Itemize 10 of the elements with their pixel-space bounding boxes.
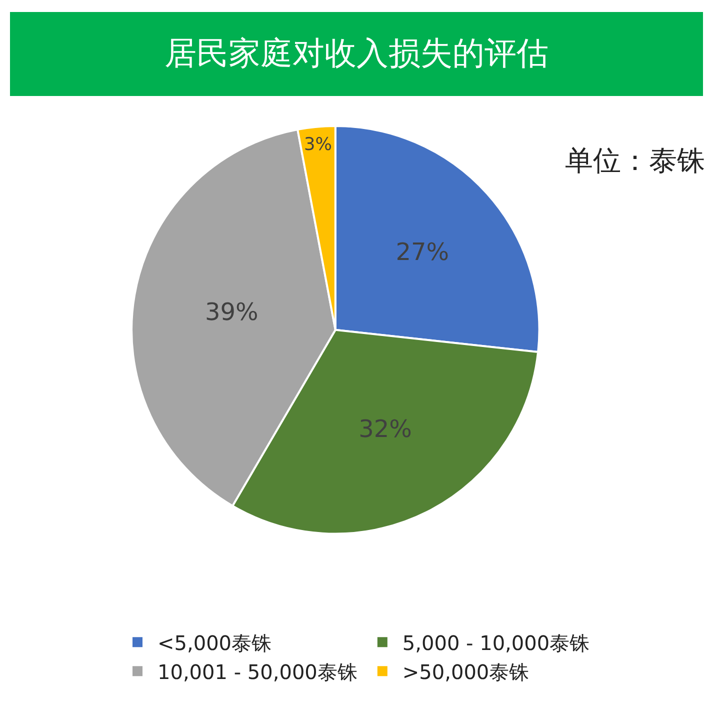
chart-title: 居民家庭对收入损失的评估 [10,12,703,96]
data-label: 32% [358,414,412,443]
data-label: 27% [396,238,450,266]
data-label: 39% [205,298,258,326]
legend-label: >50,000泰铢 [402,660,530,684]
legend-label: 5,000 - 10,000泰铢 [402,630,590,655]
legend-label: <5,000泰铢 [158,630,272,655]
data-label: 3% [304,135,332,156]
text: 单位：泰铢 [565,143,705,179]
legend-label: 10,001 - 50,000泰铢 [158,660,358,684]
